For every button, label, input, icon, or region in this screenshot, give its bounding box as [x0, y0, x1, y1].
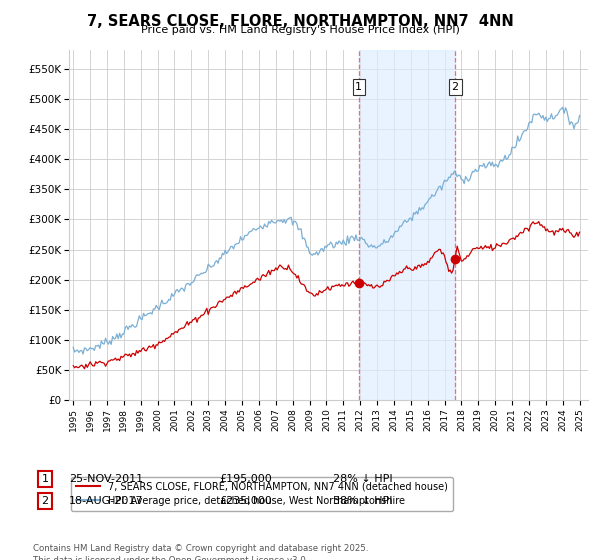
- Text: 7, SEARS CLOSE, FLORE, NORTHAMPTON, NN7  4NN: 7, SEARS CLOSE, FLORE, NORTHAMPTON, NN7 …: [86, 14, 514, 29]
- Text: 2: 2: [41, 496, 49, 506]
- Text: 18-AUG-2017: 18-AUG-2017: [69, 496, 143, 506]
- Text: 1: 1: [355, 82, 362, 92]
- Legend: 7, SEARS CLOSE, FLORE, NORTHAMPTON, NN7 4NN (detached house), HPI: Average price: 7, SEARS CLOSE, FLORE, NORTHAMPTON, NN7 …: [71, 477, 453, 511]
- Text: 25-NOV-2011: 25-NOV-2011: [69, 474, 143, 484]
- Text: Contains HM Land Registry data © Crown copyright and database right 2025.
This d: Contains HM Land Registry data © Crown c…: [33, 544, 368, 560]
- Text: 2: 2: [452, 82, 459, 92]
- Text: 28% ↓ HPI: 28% ↓ HPI: [333, 474, 392, 484]
- Text: £235,000: £235,000: [219, 496, 272, 506]
- Bar: [359, 50, 455, 400]
- Text: £195,000: £195,000: [219, 474, 272, 484]
- Text: 38% ↓ HPI: 38% ↓ HPI: [333, 496, 392, 506]
- Text: Price paid vs. HM Land Registry's House Price Index (HPI): Price paid vs. HM Land Registry's House …: [140, 25, 460, 35]
- Text: 1: 1: [41, 474, 49, 484]
